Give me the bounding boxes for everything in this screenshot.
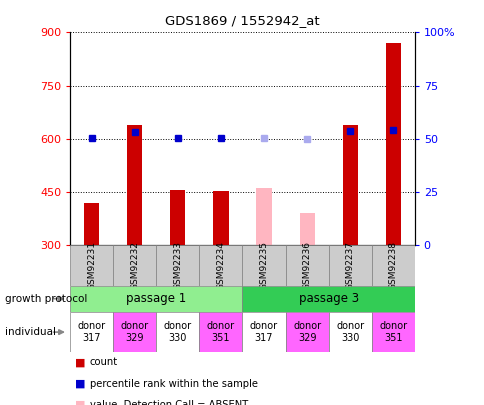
Text: donor
351: donor 351 (207, 321, 235, 343)
Text: ■: ■ (75, 400, 86, 405)
Text: GSM92238: GSM92238 (388, 241, 397, 290)
Bar (285, 312, 328, 352)
Text: GSM92233: GSM92233 (173, 241, 182, 290)
Bar (70, 245, 113, 286)
Bar (199, 245, 242, 286)
Bar (256, 188, 271, 245)
Bar (371, 245, 414, 286)
Bar (156, 312, 199, 352)
Bar (299, 213, 314, 245)
Text: value, Detection Call = ABSENT: value, Detection Call = ABSENT (90, 400, 247, 405)
Bar (70, 312, 113, 352)
Text: growth protocol: growth protocol (5, 294, 87, 304)
Text: donor
329: donor 329 (121, 321, 149, 343)
Text: count: count (90, 358, 118, 367)
Text: donor
329: donor 329 (292, 321, 320, 343)
Bar (70, 286, 242, 312)
Text: ■: ■ (75, 358, 86, 367)
Text: passage 3: passage 3 (298, 292, 358, 305)
Text: GSM92237: GSM92237 (345, 241, 354, 290)
Text: GSM92234: GSM92234 (216, 241, 225, 290)
Text: donor
317: donor 317 (77, 321, 106, 343)
Bar (170, 190, 185, 245)
Bar (242, 286, 414, 312)
Text: percentile rank within the sample: percentile rank within the sample (90, 379, 257, 388)
Bar (371, 312, 414, 352)
Text: individual: individual (5, 327, 56, 337)
Text: GDS1869 / 1552942_at: GDS1869 / 1552942_at (165, 14, 319, 27)
Text: donor
330: donor 330 (164, 321, 192, 343)
Bar (285, 245, 328, 286)
Bar (385, 43, 400, 245)
Text: GSM92231: GSM92231 (87, 241, 96, 290)
Bar (127, 124, 142, 245)
Text: GSM92236: GSM92236 (302, 241, 311, 290)
Bar (242, 245, 285, 286)
Text: donor
351: donor 351 (378, 321, 407, 343)
Bar (156, 245, 199, 286)
Text: donor
317: donor 317 (249, 321, 277, 343)
Bar (242, 312, 285, 352)
Bar (213, 191, 228, 245)
Text: donor
330: donor 330 (335, 321, 363, 343)
Bar (342, 124, 357, 245)
Bar (113, 312, 156, 352)
Bar (84, 202, 99, 245)
Bar (199, 312, 242, 352)
Bar (328, 245, 371, 286)
Bar (328, 312, 371, 352)
Text: ■: ■ (75, 379, 86, 388)
Text: passage 1: passage 1 (126, 292, 186, 305)
Text: GSM92232: GSM92232 (130, 241, 139, 290)
Text: GSM92235: GSM92235 (259, 241, 268, 290)
Bar (113, 245, 156, 286)
